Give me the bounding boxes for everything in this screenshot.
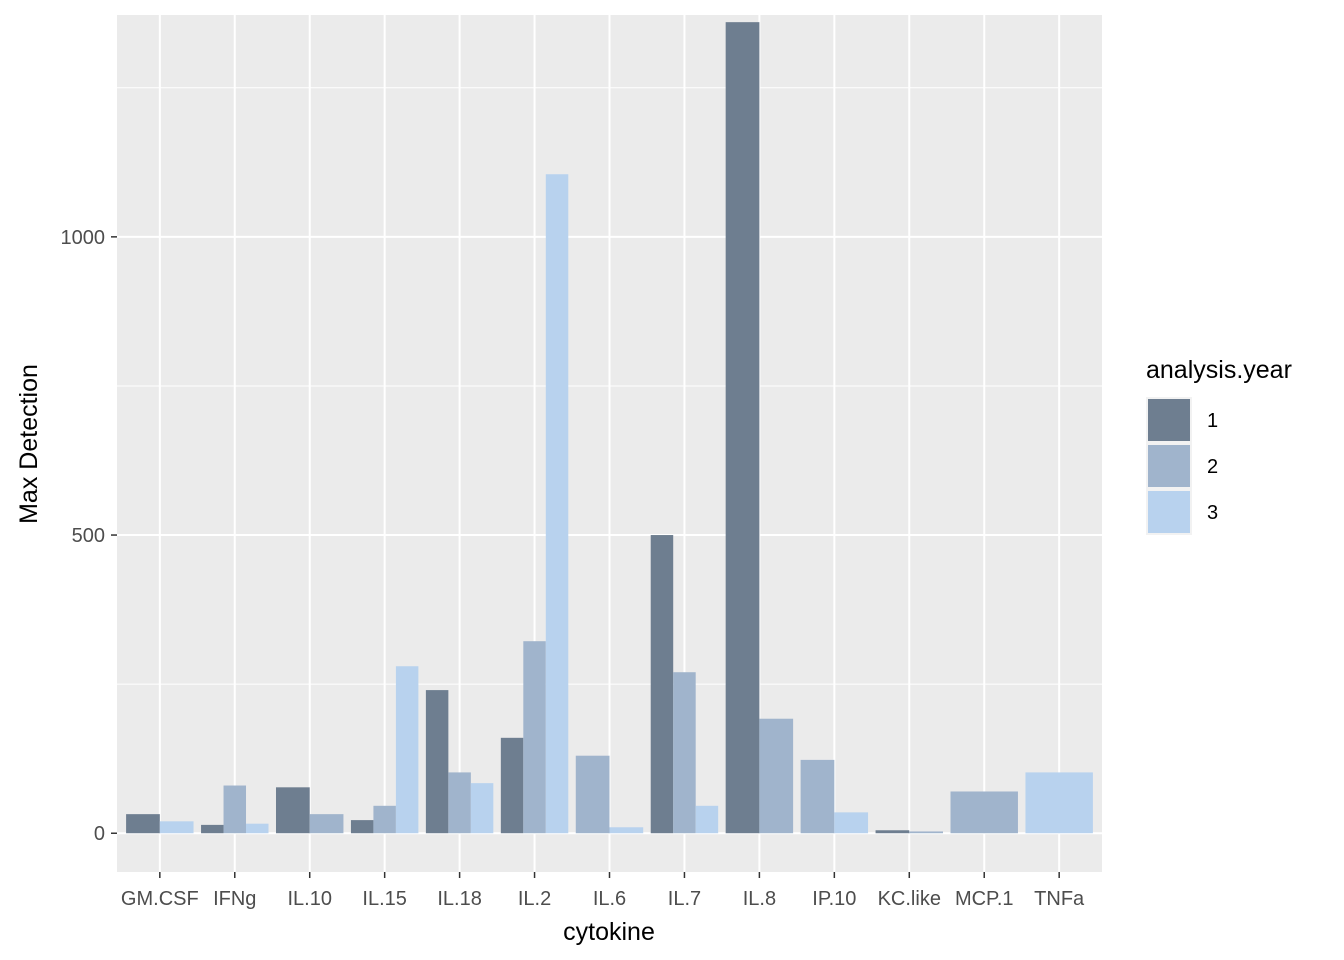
legend-title: analysis.year [1146, 356, 1292, 384]
y-tick-label: 1000 [61, 227, 106, 249]
bar-IL.6-year-2 [575, 755, 610, 834]
bar-GM.CSF-year-1 [126, 814, 160, 834]
bar-KC.like-year-2 [909, 831, 944, 834]
bar-TNFa-year-3 [1025, 772, 1093, 834]
bar-IL.15-year-1 [350, 820, 374, 834]
bar-GM.CSF-year-3 [159, 821, 194, 834]
x-tick-label: IFNg [213, 888, 256, 910]
y-tick-label: 500 [72, 525, 105, 547]
bar-IL.18-year-1 [425, 690, 449, 834]
legend-label-3: 3 [1207, 502, 1218, 524]
bar-IL.6-year-3 [609, 827, 644, 834]
bars [126, 22, 1093, 834]
x-tick-label: IL.10 [287, 888, 331, 910]
bar-IL.18-year-2 [448, 772, 471, 834]
x-tick-label: IL.18 [437, 888, 481, 910]
legend: analysis.year 1 2 3 [1146, 356, 1292, 535]
x-tick-label: IL.7 [668, 888, 701, 910]
x-axis-ticks: GM.CSF IFNg IL.10 IL.15 IL.18 IL.2 IL.6 IL.7 IL.… [121, 872, 1085, 910]
x-tick-label: TNFa [1034, 888, 1085, 910]
x-tick-label: GM.CSF [121, 888, 199, 910]
bar-IL.2-year-1 [500, 737, 524, 834]
bar-IL.15-year-3 [395, 666, 419, 834]
y-tick-label: 0 [94, 823, 105, 845]
bar-IL.7-year-3 [695, 805, 719, 834]
x-tick-label: IL.2 [518, 888, 551, 910]
legend-label-1: 1 [1207, 410, 1218, 432]
x-tick-label: IL.8 [743, 888, 776, 910]
y-axis-title: Max Detection [15, 364, 43, 524]
legend-label-2: 2 [1207, 456, 1218, 478]
bar-IL.7-year-2 [673, 672, 696, 834]
legend-key-2 [1148, 445, 1190, 487]
bar-IFNg-year-3 [246, 823, 269, 834]
x-tick-label: IL.6 [593, 888, 626, 910]
bar-MCP.1-year-2 [950, 791, 1018, 834]
legend-key-3 [1148, 491, 1190, 533]
bar-IL.8-year-2 [759, 718, 794, 834]
x-tick-label: IP.10 [812, 888, 856, 910]
x-tick-label: KC.like [878, 888, 941, 910]
bar-IL.18-year-3 [470, 783, 494, 834]
bar-IL.2-year-3 [545, 174, 569, 834]
bar-IL.8-year-1 [725, 22, 760, 834]
bar-IFNg-year-1 [201, 824, 224, 834]
bar-KC.like-year-1 [875, 830, 910, 834]
x-tick-label: MCP.1 [955, 888, 1014, 910]
bar-IP.10-year-2 [800, 759, 835, 834]
bar-IL.2-year-2 [523, 641, 546, 834]
x-axis-title: cytokine [563, 918, 655, 946]
bar-IL.10-year-1 [275, 787, 310, 834]
bar-IL.7-year-1 [650, 535, 674, 834]
x-tick-label: IL.15 [362, 888, 406, 910]
bar-IL.10-year-2 [309, 814, 344, 834]
bar-IFNg-year-2 [223, 785, 247, 834]
legend-key-1 [1148, 399, 1190, 441]
y-axis-ticks: 0 500 1000 [61, 227, 117, 845]
bar-IL.15-year-2 [373, 805, 396, 834]
bar-IP.10-year-3 [834, 812, 869, 834]
